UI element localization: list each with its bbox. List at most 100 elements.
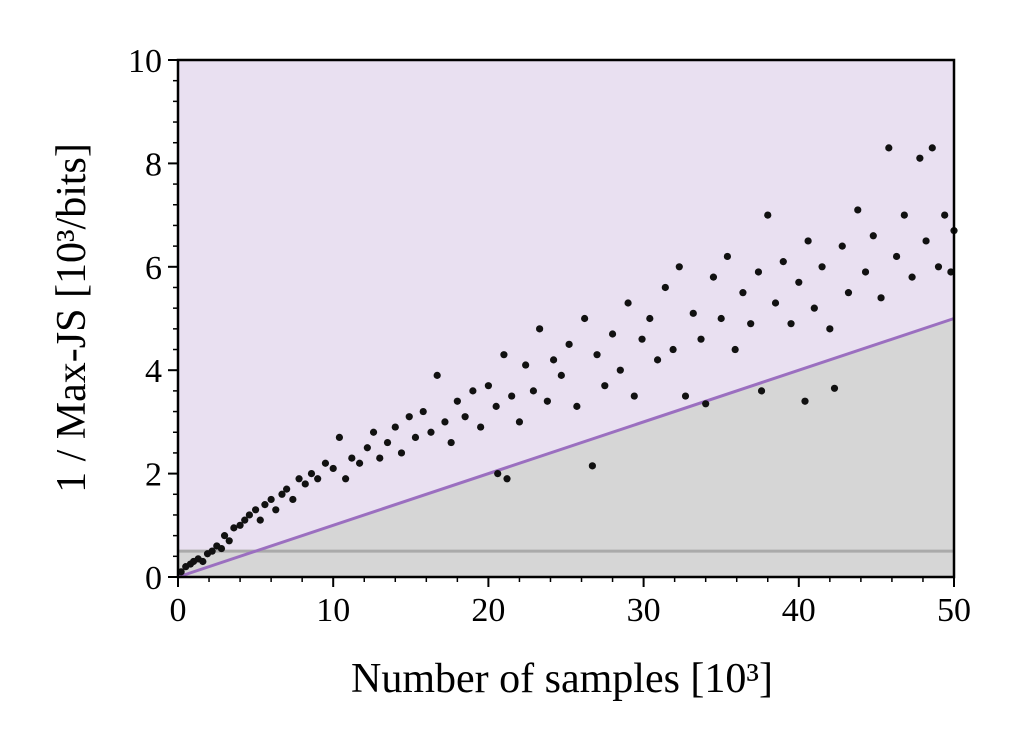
point: [801, 397, 809, 405]
point: [900, 211, 908, 219]
point: [638, 335, 646, 343]
x-tick-label: 0: [170, 592, 187, 629]
point: [549, 356, 558, 364]
point: [646, 314, 654, 323]
point: [278, 490, 286, 498]
point: [329, 464, 337, 473]
point: [543, 397, 551, 405]
point: [272, 506, 280, 514]
y-tick-label: 2: [145, 457, 162, 494]
y-tick-label: 10: [128, 43, 162, 80]
point: [885, 144, 893, 152]
point: [689, 309, 697, 317]
point: [653, 356, 662, 364]
point: [588, 462, 596, 470]
point: [557, 371, 565, 379]
point: [295, 475, 303, 483]
point: [217, 544, 226, 553]
point: [391, 423, 399, 431]
point: [355, 459, 364, 467]
point: [754, 268, 763, 276]
point: [928, 144, 936, 152]
point: [536, 325, 544, 333]
point: [731, 345, 739, 354]
point: [941, 211, 949, 219]
point: [484, 382, 492, 390]
point: [405, 413, 413, 421]
point: [702, 400, 710, 408]
x-tick-label: 10: [316, 592, 350, 629]
point: [376, 454, 384, 462]
point: [854, 206, 862, 214]
x-tick-label: 40: [782, 592, 816, 629]
point: [256, 516, 264, 524]
point: [869, 232, 877, 240]
x-tick-label: 30: [627, 592, 661, 629]
point: [477, 423, 485, 431]
point: [283, 485, 291, 493]
point: [757, 387, 766, 395]
point: [236, 521, 244, 529]
point: [301, 480, 309, 488]
point: [787, 320, 795, 328]
point: [565, 340, 573, 348]
point: [608, 330, 617, 338]
point: [877, 294, 885, 302]
point: [630, 392, 638, 400]
point: [830, 384, 839, 392]
point: [453, 397, 461, 405]
point: [503, 475, 511, 483]
point: [908, 273, 916, 281]
point: [709, 273, 718, 281]
point: [922, 237, 930, 245]
point: [593, 351, 601, 359]
point: [508, 392, 516, 400]
point: [427, 428, 435, 436]
point: [492, 402, 500, 410]
point: [177, 568, 185, 576]
point: [369, 428, 378, 436]
point: [661, 283, 669, 292]
point: [739, 289, 747, 297]
point: [717, 314, 725, 323]
point: [892, 252, 901, 261]
point: [947, 268, 955, 276]
point: [241, 516, 249, 524]
x-tick-label: 50: [937, 592, 971, 629]
point: [447, 438, 455, 447]
point: [529, 387, 538, 395]
point: [363, 444, 371, 452]
point: [616, 366, 624, 374]
point: [199, 557, 207, 566]
point: [804, 237, 812, 245]
point: [230, 524, 238, 532]
point: [747, 320, 755, 328]
y-tick-label: 4: [145, 353, 162, 390]
y-tick-label: 0: [145, 560, 162, 597]
point: [624, 299, 632, 307]
x-tick-label: 20: [471, 592, 505, 629]
point: [314, 475, 322, 483]
point: [934, 263, 943, 271]
point: [397, 449, 406, 457]
point: [844, 289, 853, 297]
point: [267, 495, 275, 504]
y-tick-label: 6: [145, 250, 162, 287]
point: [335, 433, 344, 442]
point: [441, 418, 449, 426]
point: [461, 413, 469, 421]
point: [916, 154, 924, 162]
point: [245, 511, 253, 519]
point: [348, 454, 356, 462]
point: [810, 304, 818, 312]
point: [321, 459, 330, 467]
point: [220, 532, 229, 540]
point: [675, 263, 683, 271]
point: [573, 402, 581, 410]
point: [601, 382, 609, 390]
point: [581, 314, 589, 323]
point: [681, 392, 690, 400]
point: [342, 475, 350, 483]
reference-line: [177, 317, 955, 579]
point: [826, 325, 834, 333]
